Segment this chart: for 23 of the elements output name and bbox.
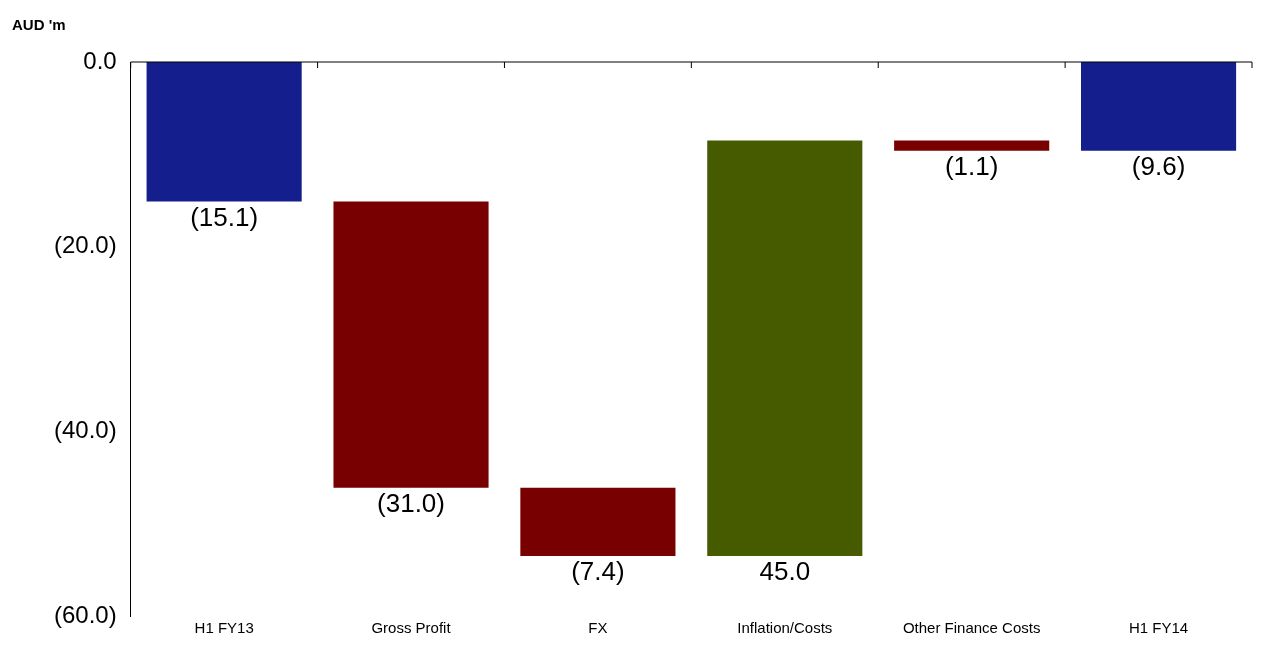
bar <box>707 140 863 556</box>
x-tick-label: FX <box>588 619 608 637</box>
data-label: 45.0 <box>759 556 811 587</box>
y-tick-label: (60.0) <box>53 600 117 628</box>
x-tick-label: H1 FY13 <box>194 619 254 637</box>
x-tick-label: Inflation/Costs <box>737 619 833 637</box>
bar <box>894 140 1050 151</box>
x-tick-label: Other Finance Costs <box>902 619 1041 637</box>
bar <box>146 62 302 202</box>
data-label: (15.1) <box>190 201 259 232</box>
data-label: (9.6) <box>1131 150 1186 181</box>
y-axis-title: AUD 'm <box>12 15 66 33</box>
x-tick-label: H1 FY14 <box>1128 619 1189 637</box>
data-label: (7.4) <box>571 556 625 587</box>
bar <box>333 201 489 488</box>
data-label: (31.0) <box>377 487 445 518</box>
data-label: (1.1) <box>944 150 999 181</box>
bar <box>520 487 676 556</box>
y-tick-label: 0.0 <box>83 46 117 74</box>
x-tick-label: Gross Profit <box>371 619 452 637</box>
y-tick-label: (40.0) <box>53 415 117 443</box>
y-tick-label: (20.0) <box>53 231 117 259</box>
bar <box>1081 62 1237 151</box>
